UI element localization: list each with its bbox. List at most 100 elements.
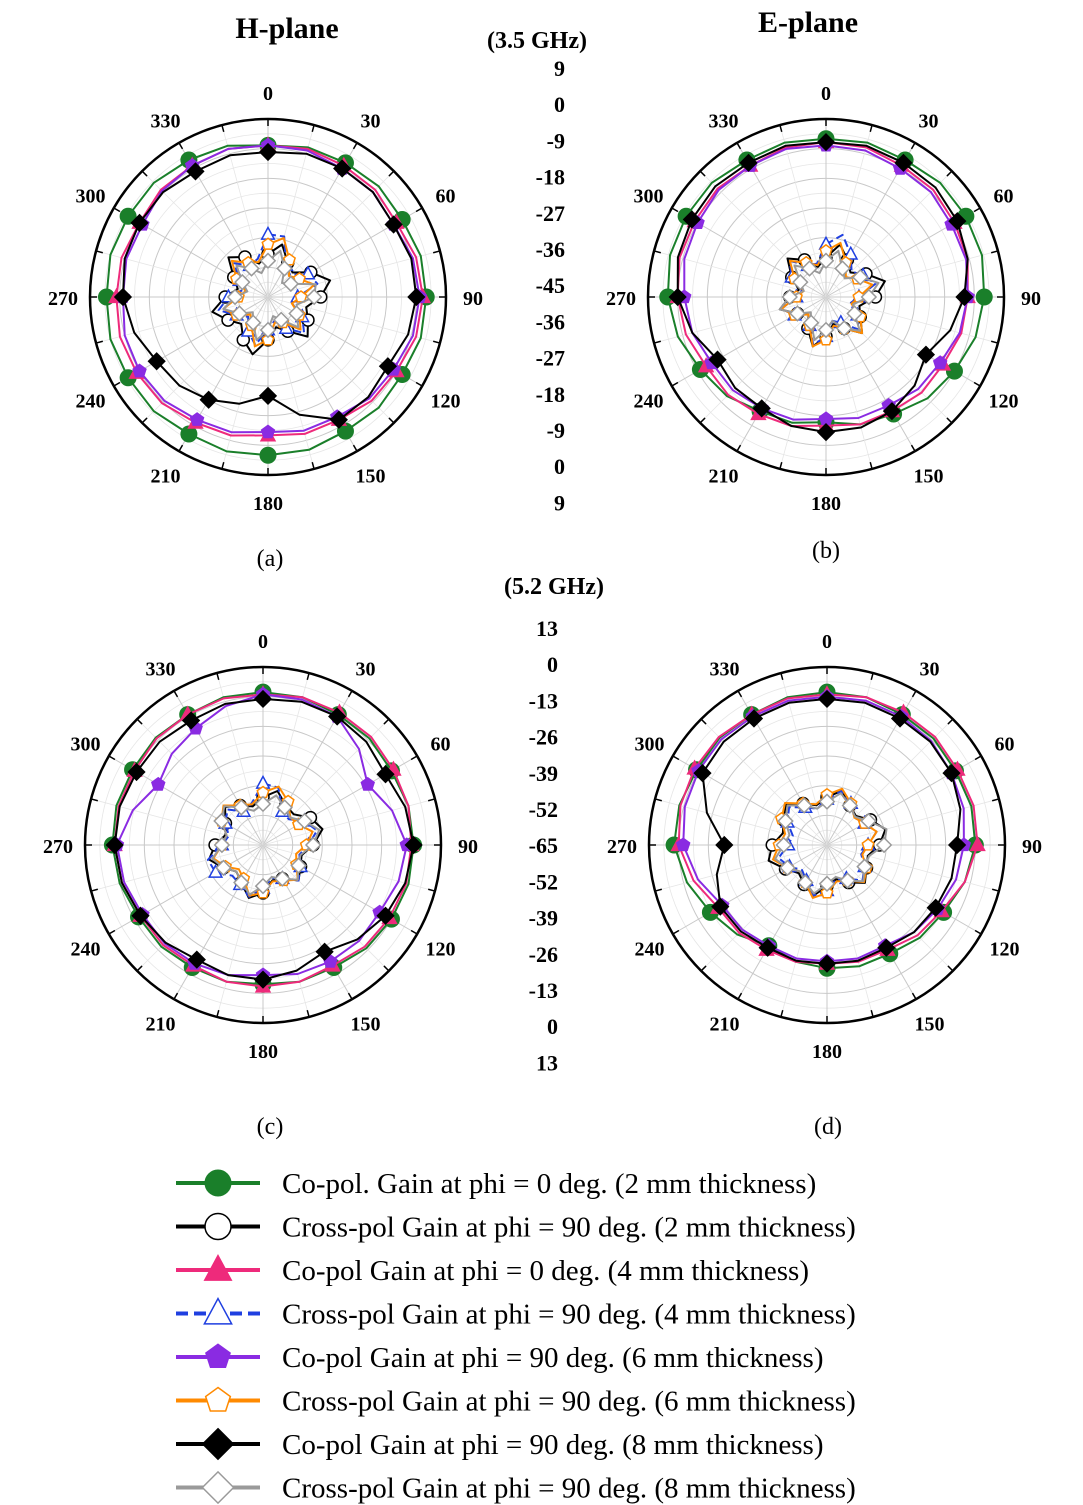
data-point	[276, 260, 293, 277]
data-point	[259, 321, 277, 339]
data-point	[186, 162, 205, 181]
series-line	[701, 697, 962, 965]
radial-scale-label: -27	[536, 346, 565, 371]
polar-spoke	[136, 844, 264, 972]
polar-tick	[870, 672, 874, 681]
data-point	[329, 410, 348, 429]
polar-spoke	[826, 844, 874, 1018]
polar-spoke	[826, 718, 954, 846]
polar-tick	[700, 718, 707, 725]
polar-tick	[415, 381, 423, 387]
angle-label: 180	[253, 493, 283, 515]
angle-label: 300	[70, 734, 100, 756]
angle-label: 180	[811, 493, 841, 515]
polar-tick	[780, 672, 784, 681]
data-point	[846, 305, 863, 322]
angle-label: 240	[634, 939, 664, 961]
polar-tick	[947, 718, 954, 725]
data-point	[253, 689, 273, 709]
data-point	[127, 762, 146, 782]
data-point	[882, 402, 902, 421]
polar-tick	[221, 461, 225, 470]
angle-label: 300	[633, 186, 663, 208]
polar-tick	[352, 444, 358, 452]
polar-tick	[870, 1009, 874, 1018]
angle-label: 330	[151, 110, 181, 132]
data-point	[668, 287, 687, 307]
angle-label: 60	[995, 734, 1015, 756]
radial-scale-label: -52	[529, 797, 558, 822]
data-point	[839, 872, 856, 889]
polar-tick	[973, 381, 981, 387]
angle-label: 210	[146, 1014, 176, 1036]
angle-label: 0	[258, 631, 268, 653]
frequency-label-top: (3.5 GHz)	[487, 28, 587, 54]
polar-tick	[136, 718, 143, 725]
data-point	[231, 305, 248, 322]
polar-spoke	[672, 844, 828, 935]
polar-tick	[672, 755, 680, 761]
data-point	[860, 812, 877, 830]
polar-tick	[780, 1009, 784, 1018]
data-point	[861, 838, 875, 851]
polar-tick	[216, 1009, 220, 1018]
angle-label: 210	[151, 466, 181, 488]
data-point	[243, 260, 260, 277]
polar-tick	[991, 888, 1000, 892]
radial-scale-label: -36	[536, 237, 565, 262]
radial-scale-top: 9 0 -9 -18 -27 -36 -45 -36 -27 -18 -9 0 9	[536, 56, 565, 515]
angle-label: 0	[263, 83, 273, 105]
data-point	[282, 275, 300, 293]
polar-tick	[432, 340, 441, 344]
data-point	[333, 159, 352, 178]
data-point	[131, 906, 150, 925]
radial-scale-label: 0	[547, 652, 558, 677]
angle-label: 150	[915, 1014, 945, 1036]
data-point	[404, 835, 423, 855]
polar-spoke	[700, 844, 828, 972]
data-point	[841, 797, 859, 814]
data-point	[254, 877, 272, 895]
polar-spoke	[262, 798, 436, 846]
radial-scale-label: -9	[547, 128, 565, 153]
data-point	[182, 711, 201, 730]
legend-label: Cross-pol Gain at phi = 90 deg. (8 mm th…	[282, 1473, 856, 1505]
legend-marker	[201, 1470, 235, 1505]
legend-label: Cross-pol Gain at phi = 90 deg. (2 mm th…	[282, 1212, 856, 1244]
polar-tick	[779, 124, 783, 133]
polar-tick	[699, 417, 706, 424]
polar-tick	[306, 1009, 310, 1018]
polar-tick	[672, 929, 680, 935]
polar-tick	[388, 170, 395, 177]
angle-label: 90	[1022, 836, 1042, 858]
data-point	[801, 260, 818, 277]
angle-label: 270	[606, 288, 636, 310]
polar-tick	[141, 417, 148, 424]
polar-spoke	[653, 296, 827, 344]
radial-scale-label: 13	[536, 1050, 558, 1075]
data-point	[715, 835, 734, 855]
angle-label: 300	[634, 734, 664, 756]
data-point	[817, 954, 837, 973]
data-point	[253, 970, 273, 989]
angle-label: 120	[990, 939, 1020, 961]
frequency-label-bottom: (5.2 GHz)	[504, 574, 604, 600]
polar-spoke	[216, 672, 264, 846]
polar-tick	[427, 888, 436, 892]
caption-a: (a)	[257, 546, 284, 572]
data-point	[817, 252, 835, 270]
data-point	[199, 390, 218, 409]
data-point	[777, 812, 794, 830]
data-point	[926, 898, 945, 917]
angle-label: 150	[351, 1014, 381, 1036]
polar-tick	[90, 798, 99, 802]
polar-spoke	[826, 672, 874, 846]
data-point	[304, 836, 322, 854]
angle-label: 300	[75, 186, 105, 208]
legend-label: Co-pol Gain at phi = 90 deg. (6 mm thick…	[282, 1342, 824, 1374]
polar-spoke	[221, 296, 269, 470]
data-point	[105, 835, 124, 855]
polar-spoke	[262, 844, 310, 1018]
data-point	[290, 857, 307, 874]
polar-tick	[221, 124, 225, 133]
